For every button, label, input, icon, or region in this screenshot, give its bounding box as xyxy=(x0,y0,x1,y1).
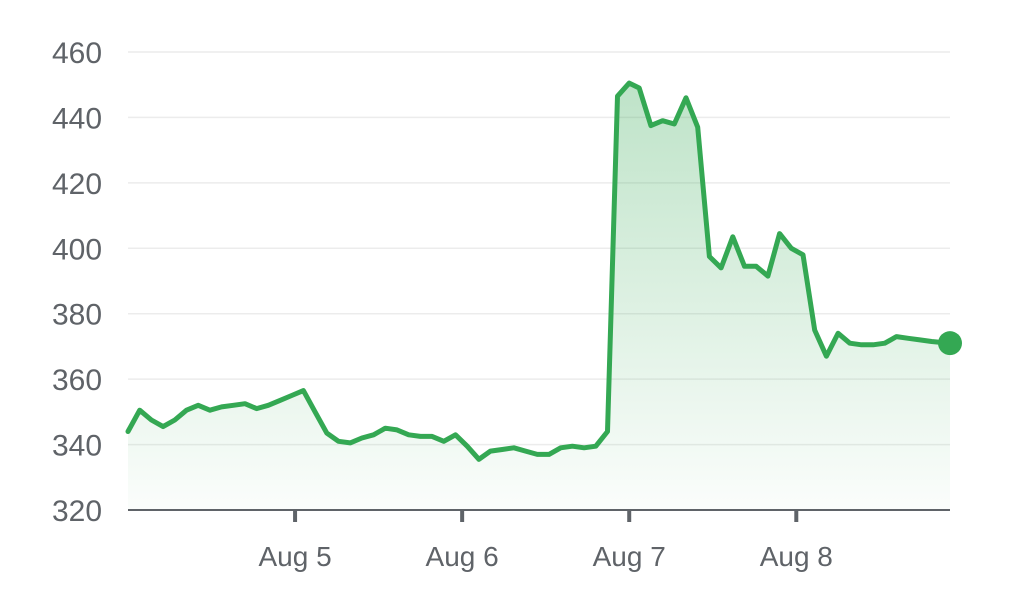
data-point xyxy=(207,407,213,413)
data-point xyxy=(534,451,540,457)
data-point xyxy=(660,118,666,124)
data-point xyxy=(718,265,724,271)
data-point xyxy=(417,433,423,439)
data-point xyxy=(558,445,564,451)
data-point xyxy=(289,393,295,399)
y-tick-label: 400 xyxy=(52,233,102,266)
y-tick-label: 420 xyxy=(52,168,102,201)
data-point xyxy=(859,342,865,348)
data-point xyxy=(706,254,712,260)
data-point xyxy=(569,443,575,449)
data-point xyxy=(324,430,330,436)
data-point xyxy=(905,335,911,341)
y-tick-label: 440 xyxy=(52,102,102,135)
price-area-fill xyxy=(128,83,950,510)
data-point xyxy=(800,252,806,258)
data-point xyxy=(605,429,611,435)
data-point xyxy=(753,263,759,269)
data-point xyxy=(626,80,632,86)
price-line xyxy=(125,80,953,462)
data-point xyxy=(695,124,701,130)
y-tick-label: 320 xyxy=(52,495,102,528)
data-point xyxy=(359,435,365,441)
data-point xyxy=(812,327,818,333)
data-point xyxy=(788,245,794,251)
data-point xyxy=(870,342,876,348)
x-tick-label: Aug 7 xyxy=(593,541,666,572)
x-tick-label: Aug 5 xyxy=(258,541,331,572)
data-point xyxy=(523,448,529,454)
data-point xyxy=(464,443,470,449)
data-point xyxy=(148,417,154,423)
data-point xyxy=(219,404,225,410)
data-point xyxy=(137,407,143,413)
data-point xyxy=(371,432,377,438)
data-point xyxy=(894,334,900,340)
y-tick-label: 460 xyxy=(52,37,102,70)
line-layer xyxy=(125,80,953,462)
data-point xyxy=(499,447,505,453)
data-point xyxy=(615,93,621,99)
data-point xyxy=(453,432,459,438)
data-point xyxy=(488,448,494,454)
data-point xyxy=(511,445,517,451)
y-tick-label: 340 xyxy=(52,430,102,463)
x-tick-label: Aug 6 xyxy=(426,541,499,572)
data-point xyxy=(336,438,342,444)
data-point xyxy=(648,123,654,129)
y-tick-label: 360 xyxy=(52,364,102,397)
data-point xyxy=(777,231,783,237)
data-point xyxy=(683,95,689,101)
x-tick-label: Aug 8 xyxy=(760,541,833,572)
data-point xyxy=(765,273,771,279)
data-point xyxy=(882,340,888,346)
data-point xyxy=(593,443,599,449)
data-point xyxy=(476,456,482,462)
data-point xyxy=(742,263,748,269)
grid xyxy=(128,51,950,446)
data-point xyxy=(254,406,260,412)
data-point xyxy=(429,433,435,439)
data-point xyxy=(636,85,642,91)
data-point xyxy=(581,445,587,451)
data-point xyxy=(847,340,853,346)
last-price-marker[interactable] xyxy=(938,331,962,356)
y-tick-label: 380 xyxy=(52,299,102,332)
y-axis-labels: 320 340 360 380 400 420 440 460 xyxy=(52,37,102,528)
data-point xyxy=(195,402,201,408)
data-point xyxy=(265,402,271,408)
data-point xyxy=(242,401,248,407)
data-point xyxy=(546,451,552,457)
data-point xyxy=(184,407,190,413)
x-axis xyxy=(128,509,950,522)
data-point xyxy=(929,339,935,345)
data-point xyxy=(441,438,447,444)
data-point xyxy=(277,397,283,403)
data-point xyxy=(172,417,178,423)
data-point xyxy=(300,388,306,394)
marker-layer xyxy=(938,331,962,356)
data-point xyxy=(671,121,677,127)
data-point xyxy=(382,425,388,431)
x-axis-labels: Aug 5 Aug 6 Aug 7 Aug 8 xyxy=(258,541,832,572)
data-point xyxy=(730,234,736,240)
data-point xyxy=(230,402,236,408)
data-point xyxy=(160,424,166,430)
data-point xyxy=(406,432,412,438)
data-point xyxy=(347,440,353,446)
data-point xyxy=(835,330,841,336)
area-layer xyxy=(128,83,950,510)
data-point xyxy=(823,353,829,359)
data-point xyxy=(312,409,318,415)
data-point xyxy=(917,337,923,343)
data-point xyxy=(394,427,400,433)
data-point xyxy=(125,429,131,435)
